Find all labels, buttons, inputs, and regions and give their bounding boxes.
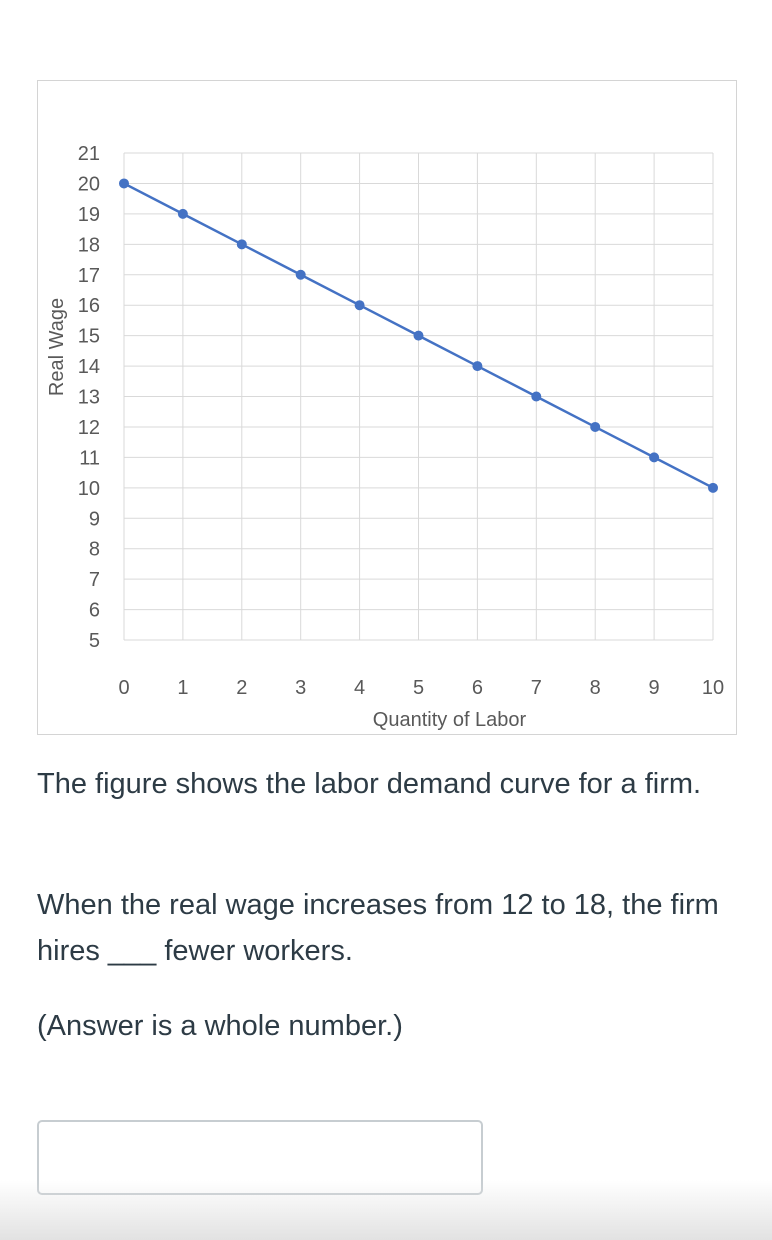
- x-tick-label: 1: [177, 677, 188, 699]
- data-point: [295, 269, 306, 280]
- bottom-shadow: [0, 1180, 772, 1240]
- x-tick-label: 5: [413, 677, 424, 699]
- data-point: [590, 421, 601, 432]
- x-axis-title: Quantity of Labor: [373, 709, 527, 731]
- data-point: [177, 208, 188, 219]
- y-axis-title: Real Wage: [46, 298, 68, 396]
- y-tick-label: 8: [89, 539, 100, 561]
- y-tick-label: 19: [78, 204, 100, 226]
- y-tick-label: 16: [78, 295, 100, 317]
- x-tick-label: 7: [531, 677, 542, 699]
- y-tick-label: 11: [79, 447, 100, 469]
- y-tick-label: 14: [78, 356, 100, 378]
- chart-frame: 5 6 7 8 9 10 11 12 13 14 15 16 17 18 19 20 21 0 1 2 3 4 5 6 7 8 9 1…: [37, 80, 737, 735]
- y-tick-label: 15: [78, 326, 100, 348]
- question-intro: The figure shows the labor demand curve …: [37, 768, 702, 800]
- y-tick-label: 12: [78, 417, 100, 439]
- x-tick-label: 2: [236, 677, 247, 699]
- y-tick-label: 7: [89, 569, 100, 591]
- data-point: [531, 391, 542, 402]
- data-point: [649, 452, 660, 463]
- data-point: [472, 361, 483, 372]
- x-tick-label: 9: [649, 677, 660, 699]
- x-tick-label: 6: [472, 677, 483, 699]
- data-point: [236, 239, 247, 250]
- data-point: [413, 330, 424, 341]
- question-prompt: When the real wage increases from 12 to …: [37, 889, 719, 967]
- y-tick-label: 18: [78, 234, 100, 256]
- y-tick-label: 10: [78, 478, 100, 500]
- data-point: [354, 300, 365, 311]
- y-tick-label: 6: [89, 600, 100, 622]
- x-tick-label: 10: [702, 677, 724, 699]
- x-tick-label: 0: [118, 677, 129, 699]
- y-tick-label: 20: [78, 173, 100, 195]
- y-tick-label: 21: [78, 143, 100, 165]
- question-hint: (Answer is a whole number.): [37, 1010, 403, 1042]
- x-tick-label: 4: [354, 677, 365, 699]
- y-tick-label: 9: [89, 508, 100, 530]
- y-tick-label: 13: [78, 387, 100, 409]
- y-tick-label: 5: [89, 630, 100, 652]
- data-point: [708, 482, 718, 493]
- data-point: [119, 178, 129, 189]
- y-tick-label: 17: [78, 265, 100, 287]
- x-tick-label: 8: [590, 677, 601, 699]
- x-tick-label: 3: [295, 677, 306, 699]
